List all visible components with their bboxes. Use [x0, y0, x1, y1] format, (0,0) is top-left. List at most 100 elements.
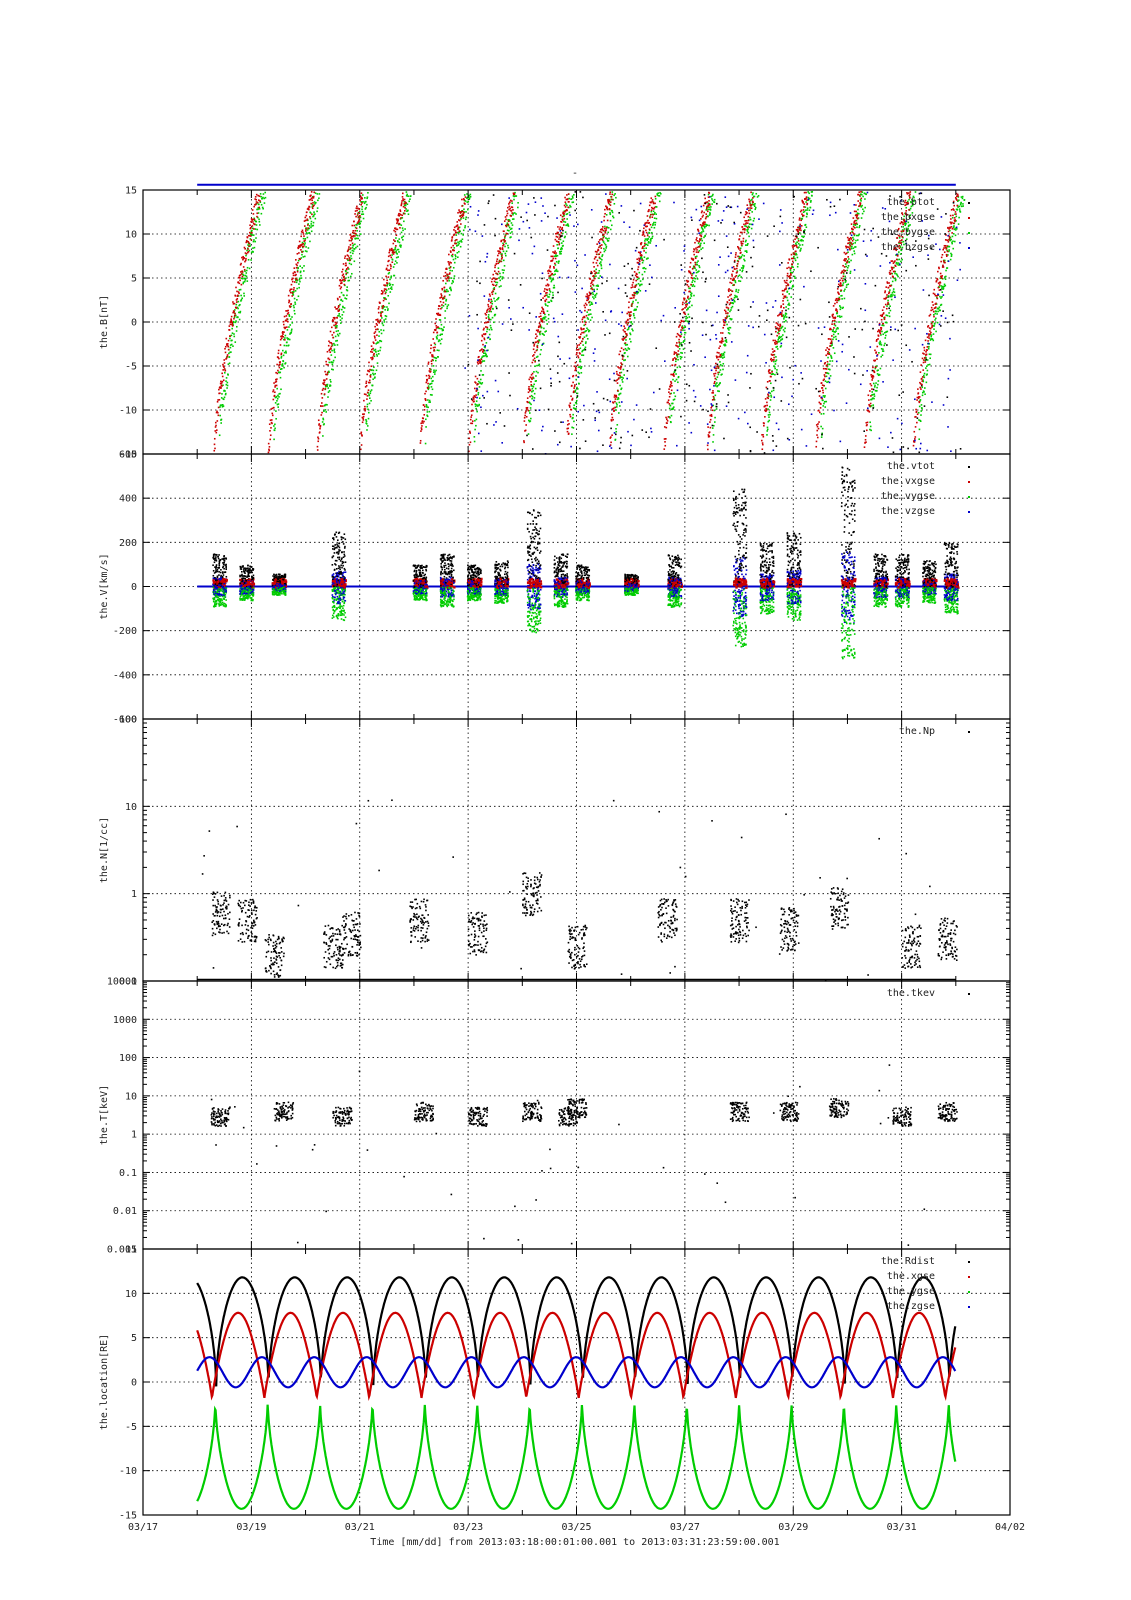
data-point: [509, 394, 511, 397]
data-point: [489, 295, 491, 297]
data-point: [785, 282, 788, 284]
data-point: [468, 197, 471, 199]
data-point: [670, 382, 673, 384]
data-point: [609, 211, 611, 214]
data-point: [690, 257, 693, 260]
data-point: [715, 367, 718, 370]
data-point: [828, 368, 830, 370]
data-point: [229, 344, 232, 346]
data-point: [406, 203, 409, 205]
data-point: [676, 354, 678, 357]
data-point: [798, 246, 800, 248]
data-point: [576, 386, 578, 389]
data-point: [605, 193, 607, 195]
data-point: [623, 374, 625, 376]
data-point: [235, 330, 238, 332]
data-point: [820, 425, 822, 428]
data-point: [375, 318, 378, 321]
data-point: [552, 278, 555, 281]
data-point: [588, 300, 591, 303]
data-point: [361, 210, 364, 213]
data-point: [376, 355, 379, 357]
data-point: [726, 246, 729, 249]
data-point: [736, 296, 738, 298]
data-point: [700, 242, 702, 245]
data-point: [488, 300, 490, 302]
data-point: [286, 329, 289, 331]
data-point: [468, 450, 470, 453]
data-point: [707, 204, 710, 206]
data-point: [805, 191, 807, 194]
data-point: [293, 297, 296, 300]
data-point: [683, 326, 685, 329]
data-point: [306, 232, 308, 235]
data-point: [719, 361, 721, 363]
data-point: [455, 238, 458, 241]
data-point: [577, 366, 580, 368]
data-point: [349, 248, 351, 251]
data-point: [682, 316, 684, 319]
data-point: [666, 418, 668, 420]
data-point: [303, 235, 305, 237]
data-point: [491, 283, 494, 286]
data-point: [728, 332, 731, 335]
data-point: [805, 445, 808, 447]
data-point: [589, 278, 592, 280]
data-point: [822, 412, 825, 415]
data-point: [450, 288, 452, 291]
data-point: [534, 201, 537, 204]
data-point: [697, 230, 700, 232]
data-point: [837, 340, 840, 342]
data-point: [464, 196, 467, 198]
data-point: [247, 247, 249, 250]
data-point: [499, 251, 502, 254]
data-point: [500, 285, 502, 287]
data-point: [276, 403, 279, 406]
data-point: [453, 275, 456, 277]
data-point: [728, 329, 730, 331]
data-point: [572, 381, 574, 384]
data-point: [539, 387, 542, 390]
data-point: [230, 351, 232, 353]
data-point: [831, 323, 833, 325]
data-point: [800, 209, 803, 212]
data-point: [789, 269, 792, 271]
data-point: [474, 396, 477, 398]
data-point: [535, 409, 537, 412]
data-point: [402, 205, 405, 208]
data-point: [457, 219, 460, 221]
data-point: [346, 271, 349, 274]
data-point: [376, 324, 378, 326]
data-point: [850, 238, 853, 240]
data-point: [490, 280, 493, 283]
data-point: [808, 192, 810, 195]
data-point: [784, 288, 786, 291]
data-point: [641, 247, 644, 250]
data-point: [533, 357, 536, 360]
data-point: [312, 205, 315, 208]
data-point: [509, 201, 511, 203]
data-point: [578, 382, 580, 385]
data-point: [749, 209, 752, 211]
data-point: [446, 276, 449, 279]
data-point: [570, 408, 573, 411]
data-point: [672, 408, 675, 410]
data-point: [327, 391, 330, 393]
data-point: [633, 271, 636, 273]
data-point: [768, 372, 771, 374]
data-point: [715, 403, 718, 405]
data-point: [389, 283, 392, 286]
data-point: [347, 268, 350, 270]
data-point: [566, 423, 569, 426]
data-point: [629, 332, 631, 335]
data-point: [309, 216, 311, 218]
data-point: [751, 265, 754, 268]
data-point: [555, 260, 558, 263]
data-point: [723, 324, 726, 326]
data-point: [251, 227, 254, 230]
data-point: [493, 277, 495, 280]
data-point: [737, 289, 740, 291]
data-point: [680, 320, 683, 323]
data-point: [793, 252, 796, 255]
data-point: [330, 361, 333, 363]
